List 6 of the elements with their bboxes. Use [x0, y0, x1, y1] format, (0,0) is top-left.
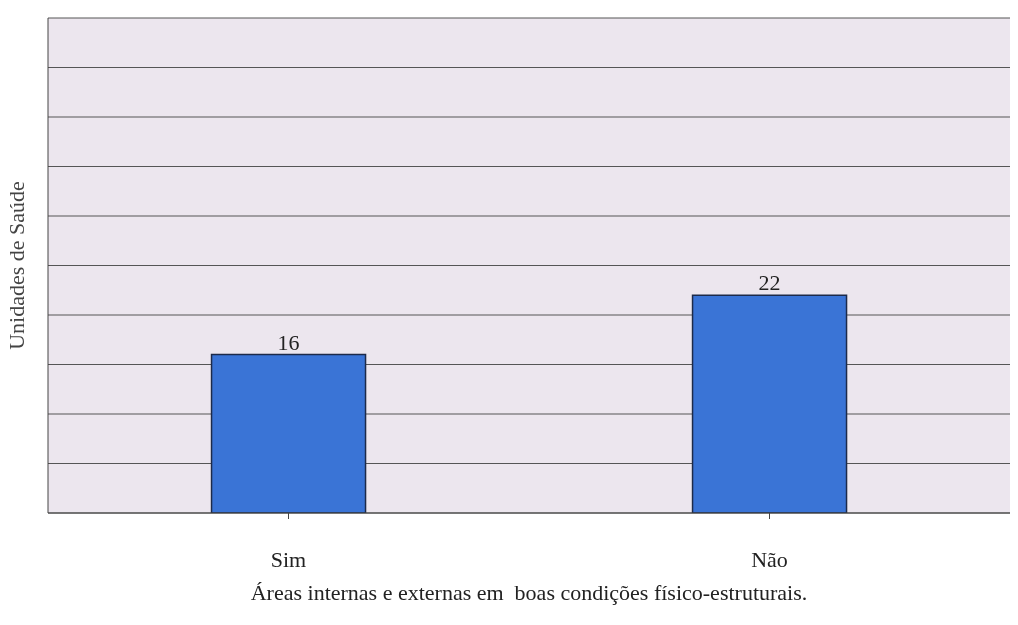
x-tick-label: Sim [270, 546, 307, 572]
x-axis-title: Áreas internas e externas em boas condições físico-estruturais. [249, 579, 809, 607]
x-tick-label: Não [751, 546, 788, 572]
data-label: 22 [758, 270, 781, 296]
y-axis-title: Unidades de Saúde [3, 181, 29, 350]
data-label: 16 [277, 329, 300, 355]
